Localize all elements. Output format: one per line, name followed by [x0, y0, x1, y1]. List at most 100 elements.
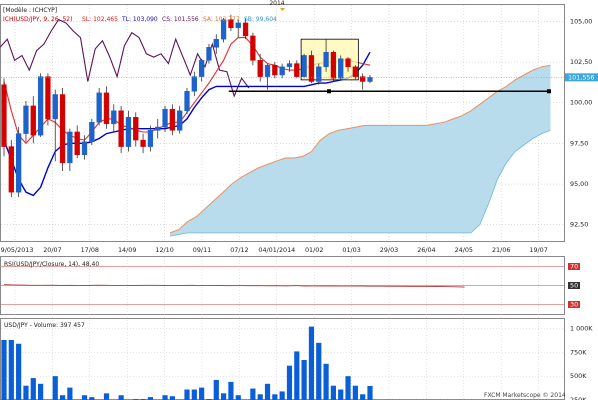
volume-bar[interactable]: [147, 397, 153, 400]
volume-bar[interactable]: [221, 393, 227, 400]
volume-bar[interactable]: [330, 385, 336, 400]
candle-body[interactable]: [235, 22, 241, 29]
candle-body[interactable]: [198, 60, 205, 77]
candle-body[interactable]: [74, 131, 80, 155]
volume-bar[interactable]: [272, 394, 278, 400]
candle-body[interactable]: [52, 94, 58, 120]
rsi-line: [3, 284, 465, 288]
candle-body[interactable]: [67, 131, 73, 164]
candle-body[interactable]: [23, 105, 29, 134]
volume-bar[interactable]: [81, 395, 88, 400]
volume-bar[interactable]: [67, 387, 73, 400]
candle-body[interactable]: [330, 51, 337, 79]
volume-bar[interactable]: [16, 343, 22, 400]
candle-body[interactable]: [352, 66, 359, 77]
candle-body[interactable]: [37, 76, 44, 136]
candle-body[interactable]: [279, 66, 285, 76]
volume-bar[interactable]: [191, 389, 197, 400]
candle-body[interactable]: [30, 105, 36, 136]
volume-bar[interactable]: [367, 385, 373, 400]
volume-bar[interactable]: [345, 376, 351, 400]
candle-body[interactable]: [294, 63, 300, 77]
candle-body[interactable]: [272, 64, 278, 76]
rsi-panel-frame: [0, 256, 565, 315]
candle-body[interactable]: [177, 110, 183, 131]
volume-bar[interactable]: [8, 339, 14, 400]
candle-body[interactable]: [308, 55, 315, 82]
candle-body[interactable]: [257, 60, 263, 77]
candle-body[interactable]: [103, 92, 110, 125]
volume-bar[interactable]: [103, 393, 110, 400]
volume-bar[interactable]: [235, 395, 241, 400]
volume-bar[interactable]: [59, 395, 66, 400]
volume-bar[interactable]: [294, 351, 300, 400]
candle-body[interactable]: [118, 110, 124, 147]
volume-bar[interactable]: [250, 388, 256, 400]
candle-body[interactable]: [191, 76, 197, 92]
volume-bar[interactable]: [162, 395, 168, 400]
volume-bar[interactable]: [316, 342, 322, 400]
volume-bar[interactable]: [257, 394, 263, 400]
candle-body[interactable]: [360, 76, 366, 82]
candle-body[interactable]: [81, 141, 88, 155]
candle-body[interactable]: [316, 66, 322, 82]
candle-body[interactable]: [155, 126, 161, 131]
candle-body[interactable]: [125, 117, 132, 147]
volume-bar[interactable]: [89, 397, 95, 400]
volume-bar[interactable]: [301, 359, 307, 400]
candle-body[interactable]: [367, 77, 373, 82]
volume-bar[interactable]: [308, 326, 315, 400]
candle-body[interactable]: [206, 47, 212, 61]
volume-bar[interactable]: [228, 381, 234, 400]
candle-body[interactable]: [133, 117, 139, 141]
candle-body[interactable]: [264, 64, 271, 77]
volume-bar[interactable]: [338, 389, 344, 400]
price-y-axis: 105,00 102,50 100,00 97,50 95,00 92,50 101,556: [1, 17, 598, 229]
volume-tick-label: 250K: [570, 396, 587, 400]
volume-bar[interactable]: [286, 365, 293, 400]
candle-body[interactable]: [1, 84, 7, 147]
volume-bar[interactable]: [1, 339, 7, 400]
candle-body[interactable]: [220, 19, 227, 40]
candle-body[interactable]: [184, 91, 190, 112]
volume-bar[interactable]: [184, 389, 190, 400]
last-price-tag-label: 101,556: [568, 74, 594, 82]
candle-body[interactable]: [89, 121, 95, 142]
candle-body[interactable]: [59, 94, 66, 164]
volume-bar[interactable]: [323, 363, 329, 400]
candle-body[interactable]: [45, 76, 51, 120]
volume-bar[interactable]: [199, 387, 205, 400]
volume-bar[interactable]: [23, 385, 29, 400]
volume-bar[interactable]: [52, 376, 58, 400]
candle-body[interactable]: [15, 133, 22, 193]
candle-body[interactable]: [345, 58, 351, 68]
candle-body[interactable]: [242, 22, 249, 37]
candle-body[interactable]: [111, 110, 117, 125]
volume-bar[interactable]: [118, 395, 124, 400]
candle-body[interactable]: [301, 55, 307, 77]
candle-body[interactable]: [96, 92, 102, 123]
candle-body[interactable]: [213, 38, 219, 48]
candle-body[interactable]: [147, 130, 154, 147]
price-tick-label: 105,00: [570, 17, 592, 25]
volume-bar[interactable]: [264, 383, 271, 400]
candle-body[interactable]: [140, 139, 146, 147]
candle-body[interactable]: [323, 51, 329, 68]
volume-bar[interactable]: [30, 378, 36, 400]
price-panel-frame: [0, 4, 565, 242]
ichimoku-cloud: [169, 64, 551, 237]
volume-bar[interactable]: [360, 394, 366, 400]
candle-body[interactable]: [250, 35, 256, 61]
volume-bar[interactable]: [169, 396, 175, 400]
candle-body[interactable]: [228, 19, 234, 29]
volume-bar[interactable]: [279, 391, 285, 400]
candle-body[interactable]: [8, 146, 14, 193]
candle-body[interactable]: [162, 108, 168, 128]
volume-bar[interactable]: [213, 379, 219, 400]
volume-bar[interactable]: [352, 385, 358, 400]
candle-body[interactable]: [338, 58, 344, 79]
volume-bar[interactable]: [38, 383, 44, 400]
candle-body[interactable]: [286, 63, 293, 68]
candle-body[interactable]: [169, 108, 176, 131]
